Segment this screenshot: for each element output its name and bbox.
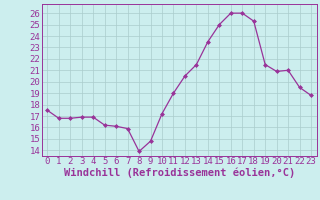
X-axis label: Windchill (Refroidissement éolien,°C): Windchill (Refroidissement éolien,°C) (64, 168, 295, 178)
